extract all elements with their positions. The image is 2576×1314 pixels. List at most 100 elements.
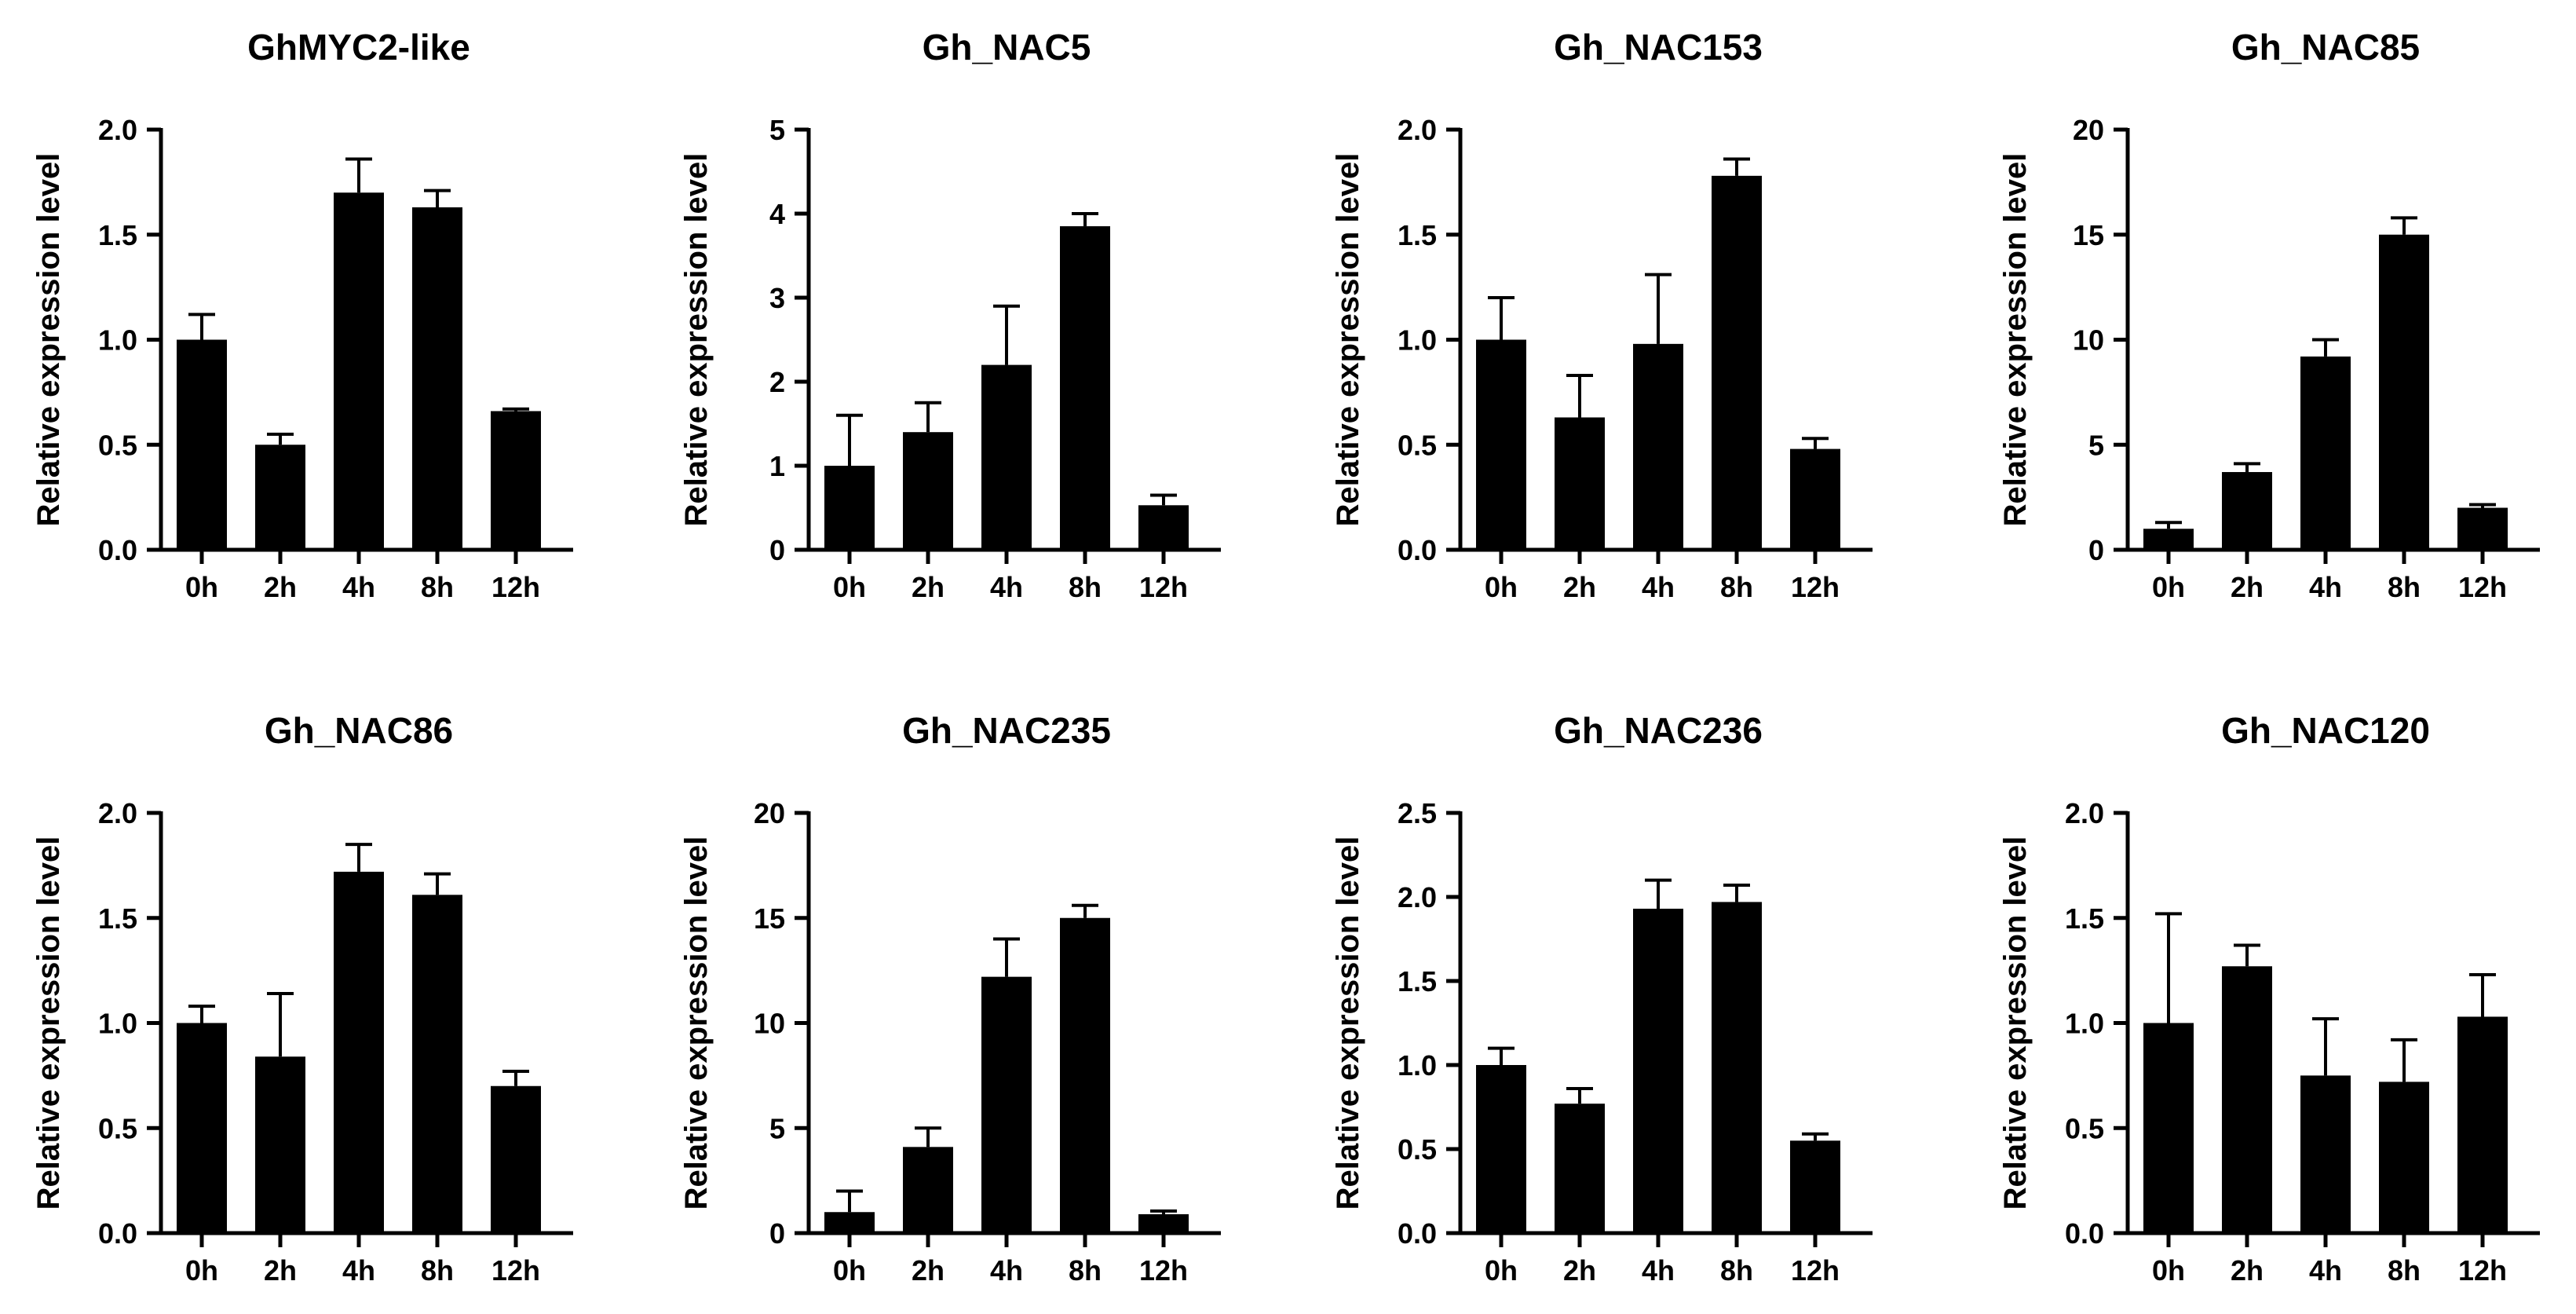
- x-tick-label: 2h: [2231, 571, 2264, 603]
- y-tick-label: 1.0: [98, 1008, 137, 1040]
- chart-panel: Gh_NAC235 Relative expression level 0h 2h 4h…: [679, 710, 1221, 1287]
- y-axis-label: Relative expression level: [1998, 153, 2033, 527]
- y-tick-label: 1.0: [1398, 324, 1437, 357]
- x-tick-label: 2h: [1563, 1254, 1596, 1287]
- y-tick-label: 15: [754, 902, 785, 935]
- bar-2h: [1555, 417, 1605, 550]
- x-tick-label: 4h: [1642, 1254, 1675, 1287]
- y-tick-label: 1.5: [98, 902, 137, 935]
- x-tick-label: 8h: [1069, 571, 1102, 603]
- y-tick-label: 5: [769, 114, 785, 146]
- x-tick-label: 12h: [1791, 1254, 1840, 1287]
- bar-12h: [2457, 1016, 2508, 1233]
- y-tick-label: 5: [769, 1112, 785, 1144]
- y-tick-label: 0.0: [1398, 1217, 1437, 1250]
- bar-2h: [255, 445, 305, 550]
- bar-4h: [2300, 1075, 2351, 1233]
- y-tick-label: 0.0: [2065, 1217, 2104, 1250]
- x-tick-label: 8h: [2388, 1254, 2421, 1287]
- y-tick-label: 0.5: [1398, 429, 1437, 461]
- bar-12h: [491, 1085, 541, 1233]
- y-tick-label: 2.0: [1398, 881, 1437, 913]
- chart-title: Gh_NAC236: [1554, 710, 1763, 751]
- bar-12h: [1790, 448, 1840, 550]
- y-tick-label: 2.0: [2065, 797, 2104, 829]
- chart-title: Gh_NAC120: [2221, 710, 2430, 751]
- bar-12h: [1790, 1140, 1840, 1233]
- x-tick-label: 4h: [990, 1254, 1023, 1287]
- bar-0h: [2143, 1023, 2194, 1233]
- chart-title: Gh_NAC5: [923, 27, 1091, 68]
- x-tick-label: 2h: [912, 571, 945, 603]
- y-axis-label: Relative expression level: [1998, 836, 2033, 1210]
- chart-title: Gh_NAC86: [265, 710, 453, 751]
- y-tick-label: 2.0: [1398, 114, 1437, 146]
- x-tick-label: 12h: [1139, 571, 1188, 603]
- bar-8h: [2379, 234, 2429, 550]
- x-tick-label: 12h: [491, 571, 540, 603]
- bar-4h: [1633, 908, 1683, 1233]
- bar-8h: [412, 207, 462, 550]
- x-tick-label: 0h: [185, 571, 218, 603]
- bar-4h: [2300, 356, 2351, 550]
- bar-2h: [903, 1147, 953, 1233]
- x-tick-label: 0h: [2152, 1254, 2185, 1287]
- x-tick-label: 0h: [185, 1254, 218, 1287]
- y-tick-label: 1: [769, 450, 785, 482]
- y-tick-label: 0.5: [98, 1112, 137, 1144]
- y-tick-label: 1.5: [2065, 902, 2104, 935]
- y-axis-label: Relative expression level: [31, 153, 66, 527]
- chart-panel: GhMYC2-like Relative expression level 0h 2h…: [31, 27, 573, 603]
- y-tick-label: 4: [769, 198, 785, 230]
- y-tick-label: 0.5: [98, 429, 137, 461]
- x-tick-label: 8h: [1720, 571, 1753, 603]
- bar-12h: [1138, 1213, 1189, 1233]
- chart-panel: Gh_NAC120 Relative expression level 0h 2h 4h…: [1998, 710, 2540, 1287]
- bar-8h: [1712, 175, 1762, 550]
- y-tick-label: 5: [2088, 429, 2104, 461]
- y-axis-label: Relative expression level: [679, 153, 714, 527]
- y-tick-label: 0: [769, 1217, 785, 1250]
- bar-12h: [2457, 507, 2508, 550]
- chart-panel: Gh_NAC236 Relative expression level 0h 2h 4h…: [1331, 710, 1873, 1287]
- y-tick-label: 0: [769, 534, 785, 566]
- bar-0h: [177, 1023, 227, 1233]
- bar-2h: [2222, 966, 2272, 1233]
- x-tick-label: 12h: [1139, 1254, 1188, 1287]
- chart-panel: Gh_NAC5 Relative expression level 0h 2h 4h 8h…: [679, 27, 1221, 603]
- x-tick-label: 4h: [2309, 571, 2342, 603]
- x-tick-label: 2h: [912, 1254, 945, 1287]
- chart-title: Gh_NAC235: [902, 710, 1111, 751]
- x-tick-label: 4h: [2309, 1254, 2342, 1287]
- x-tick-label: 2h: [264, 1254, 297, 1287]
- x-tick-label: 0h: [1485, 1254, 1518, 1287]
- bar-0h: [2143, 529, 2194, 550]
- chart-panel: Gh_NAC85 Relative expression level 0h 2h 4h 8…: [1998, 27, 2540, 603]
- y-axis-label: Relative expression level: [679, 836, 714, 1210]
- y-tick-label: 3: [769, 282, 785, 314]
- bar-2h: [2222, 472, 2272, 550]
- bar-0h: [824, 466, 875, 550]
- x-tick-label: 0h: [2152, 571, 2185, 603]
- x-tick-label: 0h: [833, 571, 866, 603]
- y-axis-label: Relative expression level: [1331, 153, 1365, 527]
- x-tick-label: 12h: [1791, 571, 1840, 603]
- y-tick-label: 1.0: [98, 324, 137, 357]
- y-tick-label: 20: [754, 797, 785, 829]
- y-tick-label: 2.0: [98, 114, 137, 146]
- y-tick-label: 0: [2088, 534, 2104, 566]
- x-tick-label: 4h: [342, 1254, 375, 1287]
- bar-12h: [1138, 505, 1189, 550]
- x-tick-label: 4h: [1642, 571, 1675, 603]
- bar-8h: [2379, 1082, 2429, 1233]
- y-tick-label: 20: [2073, 114, 2104, 146]
- x-tick-label: 8h: [2388, 571, 2421, 603]
- y-tick-label: 10: [2073, 324, 2104, 357]
- bar-8h: [1712, 902, 1762, 1233]
- y-axis-label: Relative expression level: [31, 836, 66, 1210]
- bar-2h: [255, 1056, 305, 1233]
- chart-panel: Gh_NAC86 Relative expression level 0h 2h 4h 8…: [31, 710, 573, 1287]
- y-tick-label: 1.0: [2065, 1008, 2104, 1040]
- x-tick-label: 12h: [2458, 571, 2507, 603]
